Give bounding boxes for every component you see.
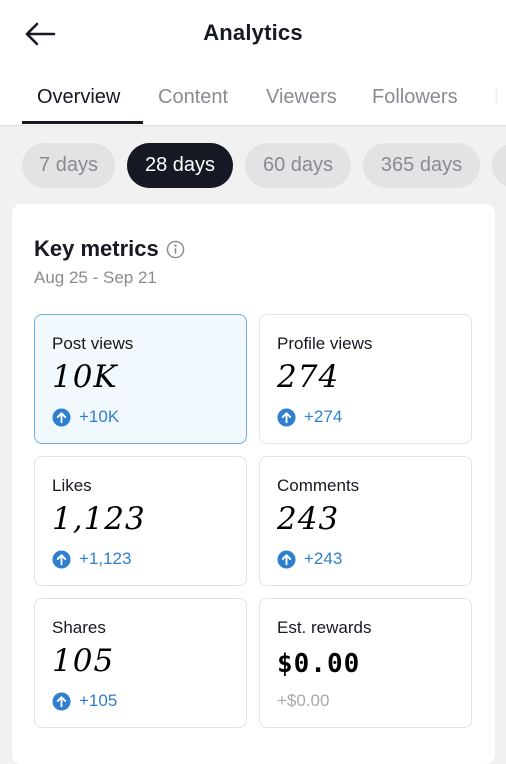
arrow-up-circle-icon — [277, 549, 296, 569]
metric-value: 243 — [277, 501, 340, 537]
range-28-days[interactable]: 28 days — [127, 143, 233, 188]
metric-delta: +1,123 — [52, 549, 131, 569]
metric-delta-value: +1,123 — [79, 549, 132, 568]
active-tab-indicator — [22, 121, 143, 124]
metric-label: Est. rewards — [277, 618, 372, 637]
tab-scroll-fade — [482, 68, 506, 125]
date-range-selector: 7 days 28 days 60 days 365 days — [0, 127, 506, 203]
metric-value: 10K — [52, 359, 118, 395]
key-metrics-title: Key metrics — [34, 236, 159, 261]
metric-delta: +$0.00 — [277, 691, 329, 711]
metric-delta: +243 — [277, 549, 342, 569]
metric-tile-likes[interactable]: Likes 1,123 +1,123 — [34, 456, 247, 586]
key-metrics-card: Key metrics Aug 25 - Sep 21 Post views 1… — [12, 204, 495, 764]
range-60-days[interactable]: 60 days — [245, 143, 351, 188]
metric-tile-post-views[interactable]: Post views 10K +10K — [34, 314, 247, 444]
app-header: Analytics — [0, 0, 506, 68]
info-icon[interactable] — [166, 240, 185, 259]
metric-tile-est-rewards[interactable]: Est. rewards $0.00 +$0.00 — [259, 598, 472, 728]
tab-overview[interactable]: Overview — [37, 86, 121, 108]
metric-delta-value: +$0.00 — [277, 691, 330, 710]
arrow-up-circle-icon — [52, 549, 71, 569]
back-button[interactable] — [22, 16, 58, 52]
range-custom[interactable] — [492, 143, 506, 188]
range-7-days[interactable]: 7 days — [22, 143, 115, 188]
page-title: Analytics — [203, 20, 303, 45]
arrow-up-circle-icon — [52, 691, 71, 711]
arrow-up-circle-icon — [52, 407, 71, 427]
metric-delta: +105 — [52, 691, 117, 711]
tab-content[interactable]: Content — [158, 86, 229, 108]
metric-value: $0.00 — [277, 649, 361, 679]
metric-delta-value: +10K — [79, 407, 120, 426]
arrow-left-icon — [25, 22, 56, 46]
arrow-up-circle-icon — [277, 407, 296, 427]
metric-delta-value: +243 — [304, 549, 343, 568]
metric-delta: +274 — [277, 407, 342, 427]
metric-tile-comments[interactable]: Comments 243 +243 — [259, 456, 472, 586]
tab-viewers[interactable]: Viewers — [266, 86, 337, 108]
metric-delta-value: +274 — [304, 407, 343, 426]
metric-value: 105 — [52, 643, 115, 679]
metric-value: 274 — [277, 359, 340, 395]
date-range-label: Aug 25 - Sep 21 — [34, 268, 157, 287]
metric-label: Shares — [52, 618, 106, 637]
range-365-days[interactable]: 365 days — [363, 143, 480, 188]
metric-label: Likes — [52, 476, 92, 495]
metric-value: 1,123 — [52, 501, 146, 537]
tab-bar: Overview Content Viewers Followers L — [0, 68, 506, 126]
metric-label: Profile views — [277, 334, 373, 353]
metric-label: Comments — [277, 476, 360, 495]
metric-delta: +10K — [52, 407, 119, 427]
tab-followers[interactable]: Followers — [372, 86, 458, 108]
metric-label: Post views — [52, 334, 134, 353]
metric-tile-shares[interactable]: Shares 105 +105 — [34, 598, 247, 728]
metric-tile-profile-views[interactable]: Profile views 274 +274 — [259, 314, 472, 444]
key-metrics-heading: Key metrics — [34, 236, 185, 262]
metric-delta-value: +105 — [79, 691, 118, 710]
